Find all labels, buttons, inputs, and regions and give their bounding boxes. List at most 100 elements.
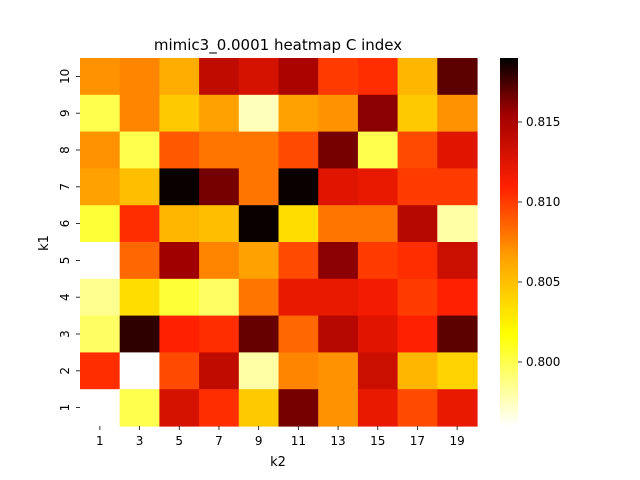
x-tick-label: 5	[175, 434, 183, 448]
x-tick-label: 1	[96, 434, 104, 448]
heatmap-cell	[80, 58, 121, 96]
colorbar-tick-label: 0.805	[526, 275, 560, 289]
heatmap-cell	[238, 58, 280, 96]
heatmap-cell	[199, 94, 240, 133]
heatmap-cell	[80, 131, 121, 169]
heatmap-cell	[318, 315, 359, 353]
x-tick-label: 7	[215, 434, 223, 448]
heatmap-cell	[199, 389, 240, 427]
heatmap-cell	[119, 242, 160, 280]
heatmap-cell	[80, 352, 121, 390]
heatmap-cell	[238, 389, 280, 427]
y-tick-label: 9	[58, 109, 72, 117]
heatmap-cell	[159, 205, 200, 243]
heatmap-cell	[119, 168, 160, 206]
heatmap-cell	[318, 352, 359, 390]
heatmap-cell	[437, 389, 478, 427]
colorbar-tick-label: 0.815	[526, 115, 560, 129]
heatmap-cell	[318, 205, 359, 243]
heatmap-cell	[238, 315, 280, 353]
heatmap-cell	[318, 242, 359, 280]
heatmap-cell	[318, 389, 359, 427]
heatmap-cell	[397, 242, 438, 280]
x-tick-label: 9	[255, 434, 263, 448]
heatmap-cell	[278, 315, 319, 353]
heatmap-cell	[119, 352, 160, 390]
heatmap-cell	[397, 278, 438, 317]
heatmap-cell	[199, 205, 240, 243]
x-tick-label: 13	[330, 434, 345, 448]
heatmap-cell	[119, 389, 160, 427]
heatmap-cells	[80, 58, 478, 427]
heatmap-cell	[357, 389, 399, 427]
colorbar-tick-label: 0.800	[526, 355, 560, 369]
heatmap-cell	[159, 131, 200, 169]
heatmap-cell	[278, 168, 319, 206]
heatmap-cell	[278, 278, 319, 317]
x-tick-label: 11	[291, 434, 306, 448]
heatmap-cell	[397, 352, 438, 390]
heatmap-cell	[238, 168, 280, 206]
heatmap-cell	[357, 352, 399, 390]
heatmap-cell	[238, 205, 280, 243]
heatmap-cell	[437, 131, 478, 169]
heatmap-cell	[397, 315, 438, 353]
heatmap-cell	[80, 242, 121, 280]
heatmap-cell	[437, 168, 478, 206]
heatmap-cell	[199, 242, 240, 280]
chart-title: mimic3_0.0001 heatmap C index	[154, 36, 402, 55]
heatmap-cell	[199, 315, 240, 353]
heatmap-cell	[119, 94, 160, 133]
heatmap-cell	[437, 242, 478, 280]
y-tick-label: 2	[58, 367, 72, 375]
heatmap-cell	[318, 168, 359, 206]
heatmap-cell	[80, 389, 121, 427]
y-tick-label: 6	[58, 220, 72, 228]
heatmap-cell	[80, 205, 121, 243]
x-tick-label: 3	[136, 434, 144, 448]
x-tick-label: 17	[410, 434, 425, 448]
heatmap-cell	[80, 94, 121, 133]
colorbar-ticks: 0.800 0.805 0.810 0.815	[518, 115, 560, 369]
y-tick-label: 7	[58, 183, 72, 191]
heatmap-cell	[159, 315, 200, 353]
heatmap-cell	[159, 278, 200, 317]
heatmap-cell	[397, 389, 438, 427]
heatmap-cell	[119, 58, 160, 96]
heatmap-cell	[199, 278, 240, 317]
heatmap-cell	[318, 131, 359, 169]
heatmap-cell	[238, 94, 280, 133]
heatmap-cell	[159, 168, 200, 206]
y-tick-label: 3	[58, 330, 72, 338]
x-tick-label: 15	[370, 434, 385, 448]
y-tick-label: 5	[58, 257, 72, 265]
heatmap-cell	[357, 131, 399, 169]
heatmap-cell	[357, 205, 399, 243]
heatmap-cell	[80, 168, 121, 206]
heatmap-cell	[238, 242, 280, 280]
heatmap-cell	[357, 315, 399, 353]
heatmap-cell	[119, 131, 160, 169]
y-tick-label: 1	[58, 404, 72, 412]
heatmap-cell	[397, 94, 438, 133]
heatmap-cell	[278, 389, 319, 427]
heatmap-cell	[199, 131, 240, 169]
heatmap-cell	[278, 205, 319, 243]
heatmap-cell	[437, 352, 478, 390]
colorbar-tick-label: 0.810	[526, 195, 560, 209]
heatmap-cell	[357, 58, 399, 96]
heatmap-cell	[397, 58, 438, 96]
heatmap-cell	[159, 352, 200, 390]
heatmap-cell	[357, 168, 399, 206]
y-axis-ticks: 10 9 8 7 6 5 4 3 2 1	[58, 69, 80, 412]
heatmap-cell	[278, 58, 319, 96]
heatmap-cell	[397, 205, 438, 243]
heatmap-cell	[199, 168, 240, 206]
heatmap-cell	[357, 278, 399, 317]
heatmap-cell	[278, 94, 319, 133]
heatmap-cell	[278, 131, 319, 169]
heatmap-cell	[278, 352, 319, 390]
colorbar	[500, 58, 518, 426]
heatmap-cell	[397, 131, 438, 169]
